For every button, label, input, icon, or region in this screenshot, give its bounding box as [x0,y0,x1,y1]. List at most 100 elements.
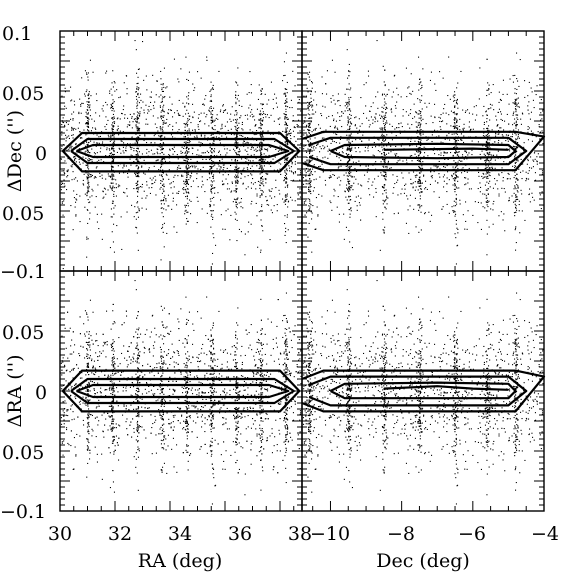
scatter-point [420,111,422,113]
scatter-point [258,119,260,121]
scatter-point [168,178,170,180]
scatter-point [161,128,163,130]
scatter-point [212,161,214,163]
scatter-point [260,158,262,160]
scatter-point [181,175,183,177]
scatter-point [220,166,222,168]
scatter-point [65,107,67,109]
scatter-point [303,95,305,97]
scatter-point [415,176,417,178]
scatter-point [286,124,288,126]
scatter-point [518,137,520,139]
scatter-point [194,87,196,89]
scatter-point [137,142,139,144]
scatter-point [346,107,348,109]
scatter-point [160,129,162,131]
scatter-point [310,191,312,193]
scatter-point [372,122,374,124]
scatter-point [136,191,138,193]
scatter-point [235,204,237,206]
scatter-point [162,122,164,124]
scatter-point [481,150,483,152]
scatter-point [251,200,253,202]
scatter-point [513,145,515,147]
scatter-point [71,127,73,129]
scatter-point [520,171,522,173]
scatter-point [88,173,90,175]
scatter-point [88,118,90,120]
scatter-point [470,129,472,131]
scatter-point [266,204,268,206]
scatter-point [455,174,457,176]
scatter-point [212,218,214,220]
scatter-point [411,183,413,185]
scatter-point [111,128,113,130]
scatter-point [183,141,185,143]
scatter-point [375,146,377,148]
scatter-point [162,184,164,186]
scatter-point [136,137,138,139]
scatter-point [266,114,268,116]
scatter-point [373,142,375,144]
scatter-point [262,130,264,132]
scatter-point [137,127,139,129]
scatter-point [420,99,422,101]
scatter-point [360,184,362,186]
scatter-point [422,133,424,135]
scatter-point [159,106,161,108]
scatter-point [103,161,105,163]
scatter-point [129,146,131,148]
scatter-point [172,192,174,194]
scatter-point [499,98,501,100]
scatter-point [259,181,261,183]
scatter-point [285,111,287,113]
scatter-point [285,161,287,163]
scatter-point [374,116,376,118]
scatter-point [287,132,289,134]
scatter-point [62,170,64,172]
scatter-point [455,145,457,147]
scatter-point [100,159,102,161]
scatter-point [471,140,473,142]
scatter-point [161,174,163,176]
scatter-point [158,169,160,171]
scatter-point [346,49,348,51]
scatter-point [262,159,264,161]
scatter-point [262,111,264,113]
scatter-point [202,166,204,168]
scatter-point [220,154,222,156]
scatter-point [434,117,436,119]
scatter-point [516,103,518,105]
scatter-point [514,203,516,205]
scatter-point [287,186,289,188]
scatter-point [456,114,458,116]
scatter-point [284,186,286,188]
scatter-point [454,188,456,190]
scatter-point [415,121,417,123]
scatter-point [185,113,187,115]
scatter-point [517,102,519,104]
scatter-point [434,180,436,182]
scatter-point [330,138,332,140]
scatter-point [340,159,342,161]
scatter-point [61,170,63,172]
scatter-point [349,159,351,161]
scatter-point [498,108,500,110]
scatter-point [457,154,459,156]
scatter-point [367,145,369,147]
scatter-point [124,114,126,116]
scatter-point [285,132,287,134]
scatter-point [159,135,161,137]
scatter-point [385,172,387,174]
scatter-point [186,167,188,169]
scatter-point [260,103,262,105]
scatter-point [383,159,385,161]
scatter-point [313,113,315,115]
scatter-point [487,193,489,195]
scatter-point [163,157,165,159]
scatter-point [372,154,374,156]
scatter-point [307,101,309,103]
scatter-point [206,212,208,214]
scatter-point [178,114,180,116]
scatter-point [456,98,458,100]
